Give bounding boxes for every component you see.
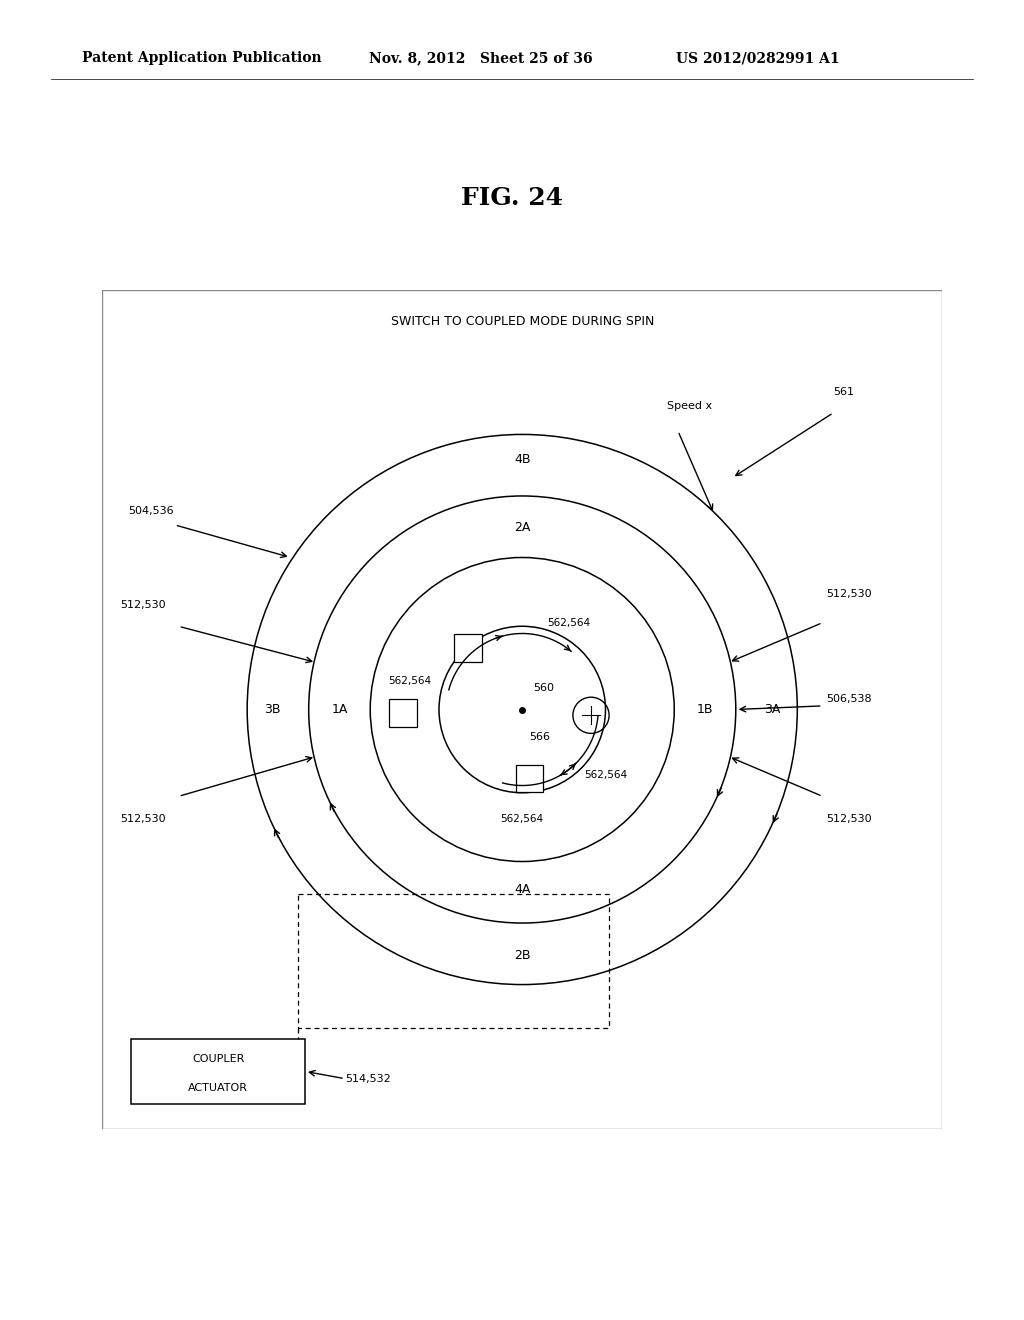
Text: 2A: 2A [514, 520, 530, 533]
Bar [389, 700, 417, 727]
Text: COUPLER: COUPLER [193, 1053, 245, 1064]
Text: 514,532: 514,532 [345, 1074, 390, 1084]
Text: SWITCH TO COUPLED MODE DURING SPIN: SWITCH TO COUPLED MODE DURING SPIN [390, 315, 654, 327]
Text: 560: 560 [534, 684, 554, 693]
Text: 1B: 1B [696, 704, 713, 715]
Text: 506,538: 506,538 [826, 694, 871, 705]
Text: FIG. 24: FIG. 24 [461, 186, 563, 210]
Text: 562,564: 562,564 [501, 813, 544, 824]
Text: 566: 566 [529, 731, 551, 742]
Text: 3B: 3B [264, 704, 281, 715]
Text: 4B: 4B [514, 453, 530, 466]
Text: 2B: 2B [514, 949, 530, 962]
Text: Nov. 8, 2012   Sheet 25 of 36: Nov. 8, 2012 Sheet 25 of 36 [369, 51, 592, 65]
Text: 562,564: 562,564 [584, 771, 627, 780]
Text: Speed x: Speed x [667, 401, 712, 411]
Text: 3A: 3A [764, 704, 780, 715]
Text: 512,530: 512,530 [826, 813, 871, 824]
Text: ACTUATOR: ACTUATOR [188, 1082, 248, 1093]
Text: 562,564: 562,564 [388, 676, 431, 686]
Text: 512,530: 512,530 [121, 813, 166, 824]
Text: 512,530: 512,530 [826, 589, 871, 599]
Bar [455, 634, 481, 661]
Text: 1A: 1A [332, 704, 348, 715]
Text: US 2012/0282991 A1: US 2012/0282991 A1 [676, 51, 840, 65]
Text: Patent Application Publication: Patent Application Publication [82, 51, 322, 65]
Text: 4A: 4A [514, 883, 530, 895]
Bar [516, 764, 543, 792]
Text: 504,536: 504,536 [128, 506, 173, 516]
Bar [131, 1039, 305, 1104]
Text: 561: 561 [834, 387, 854, 396]
Text: 512,530: 512,530 [121, 601, 166, 610]
Text: 562,564: 562,564 [548, 618, 591, 628]
